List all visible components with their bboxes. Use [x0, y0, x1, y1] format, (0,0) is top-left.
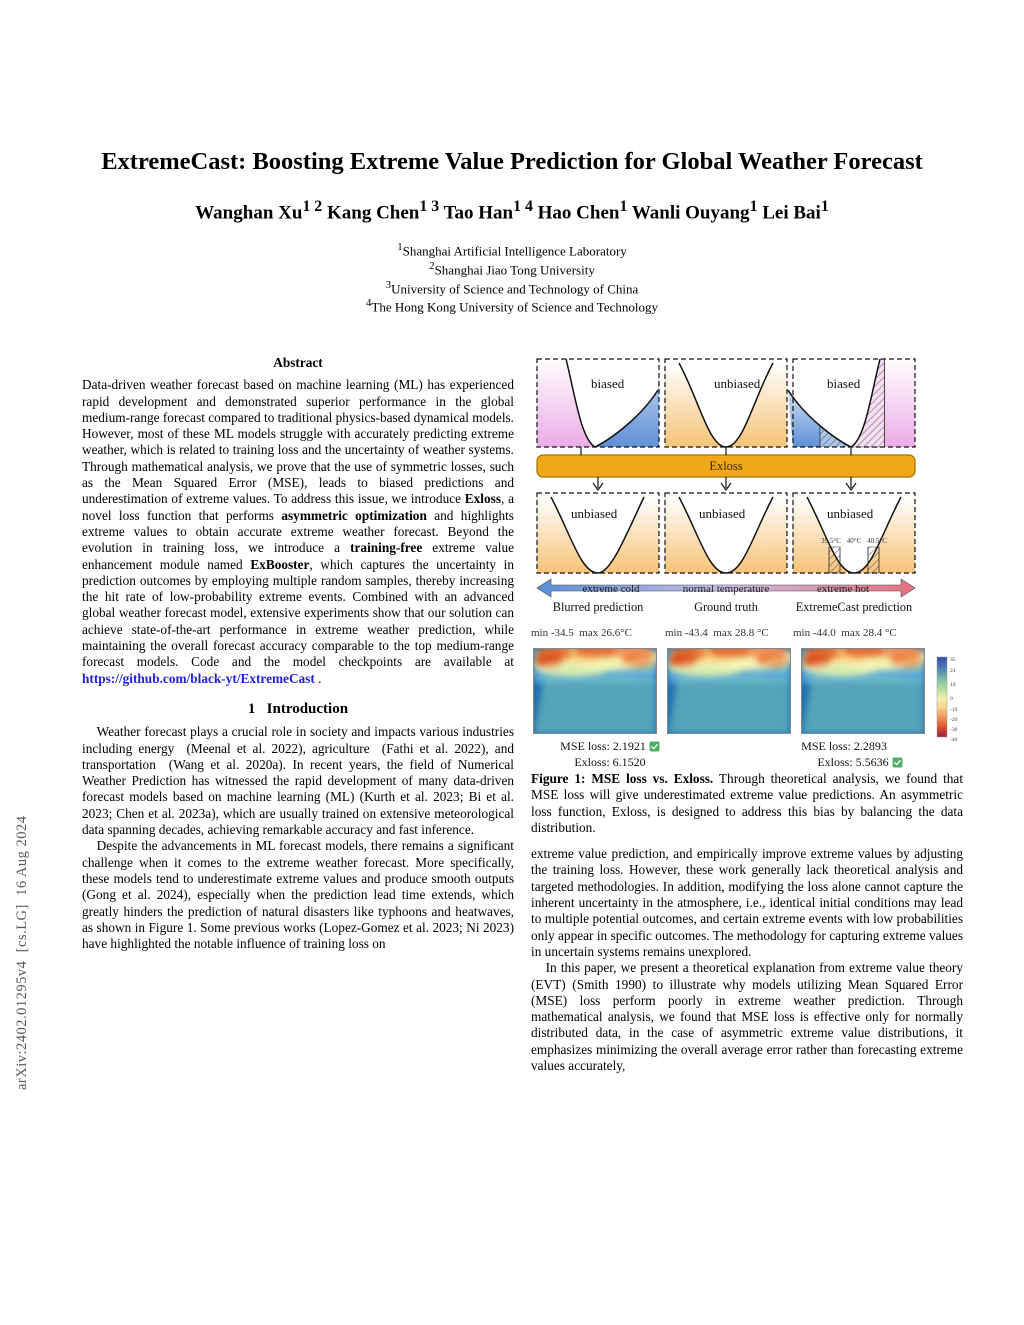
- svg-text:35: 35: [950, 657, 956, 663]
- svg-text:biased: biased: [827, 376, 861, 391]
- svg-text:extreme cold: extreme cold: [582, 583, 640, 595]
- svg-text:normal temperature: normal temperature: [683, 583, 770, 595]
- svg-text:40°C: 40°C: [847, 537, 862, 545]
- svg-text:39.5°C: 39.5°C: [821, 537, 841, 545]
- svg-text:-10: -10: [950, 707, 958, 713]
- svg-text:unbiased: unbiased: [714, 376, 761, 391]
- svg-text:-30: -30: [950, 727, 958, 733]
- svg-text:biased: biased: [591, 376, 625, 391]
- svg-text:40.5°C: 40.5°C: [867, 537, 887, 545]
- svg-text:0: 0: [950, 696, 953, 702]
- svg-text:-40: -40: [950, 737, 958, 743]
- svg-text:Ground truth: Ground truth: [694, 600, 758, 614]
- svg-text:ExtremeCast prediction: ExtremeCast prediction: [796, 600, 912, 614]
- svg-text:unbiased: unbiased: [571, 506, 618, 521]
- svg-text:Blurred prediction: Blurred prediction: [553, 600, 644, 614]
- svg-text:extreme hot: extreme hot: [817, 583, 869, 595]
- svg-text:Exloss: Exloss: [709, 459, 742, 473]
- svg-text:unbiased: unbiased: [827, 506, 874, 521]
- svg-text:10: 10: [950, 682, 956, 688]
- svg-text:-20: -20: [950, 717, 958, 723]
- svg-text:24: 24: [950, 668, 956, 674]
- svg-text:unbiased: unbiased: [699, 506, 746, 521]
